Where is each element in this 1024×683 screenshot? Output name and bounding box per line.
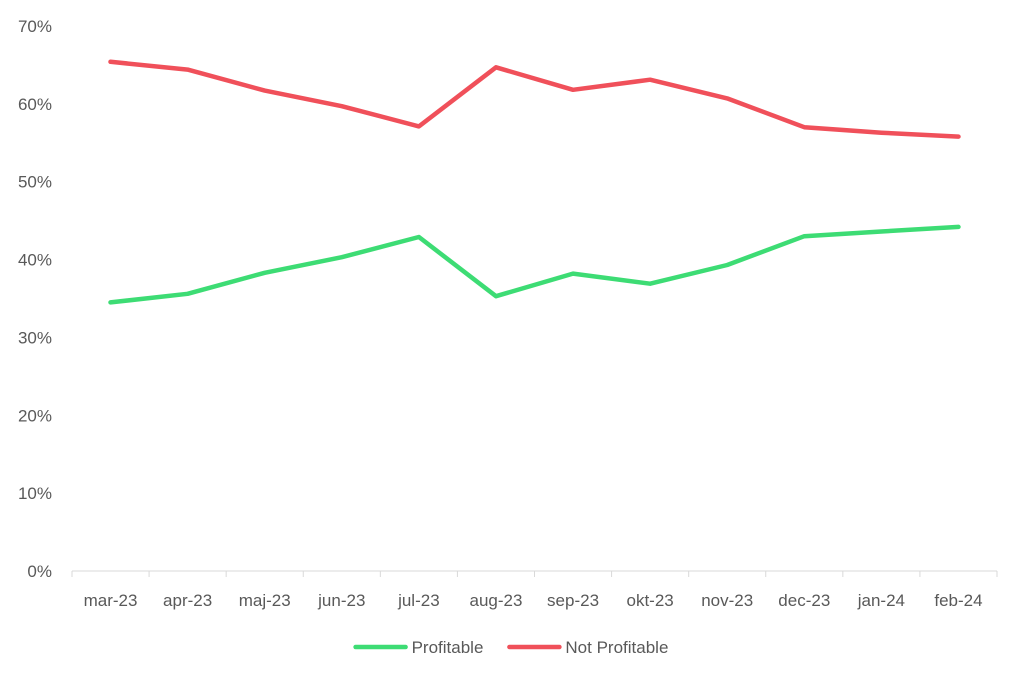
- x-tick-label: sep-23: [547, 591, 599, 610]
- x-tick-label: aug-23: [469, 591, 522, 610]
- series-line-not-profitable: [108, 59, 961, 139]
- x-tick-label: nov-23: [701, 591, 753, 610]
- x-tick-label: feb-24: [934, 591, 982, 610]
- series-line-profitable: [108, 224, 961, 305]
- y-tick-label: 0%: [27, 562, 52, 581]
- x-tick-label: okt-23: [627, 591, 674, 610]
- legend-label: Not Profitable: [565, 638, 668, 657]
- y-tick-label: 40%: [18, 251, 52, 270]
- x-tick-label: jun-23: [317, 591, 365, 610]
- x-tick-label: mar-23: [84, 591, 138, 610]
- x-tick-label: maj-23: [239, 591, 291, 610]
- x-tick-label: jan-24: [857, 591, 905, 610]
- legend-label: Profitable: [412, 638, 484, 657]
- y-axis-tick-labels: 0% 10% 20% 30% 40% 50% 60% 70%: [18, 17, 52, 581]
- y-tick-label: 30%: [18, 328, 52, 347]
- legend: Profitable Not Profitable: [353, 638, 668, 657]
- x-tick-label: jul-23: [397, 591, 440, 610]
- x-tick-label: dec-23: [778, 591, 830, 610]
- series-lines: [108, 59, 961, 305]
- x-axis: [71, 570, 998, 577]
- x-tick-label: apr-23: [163, 591, 212, 610]
- y-tick-label: 20%: [18, 406, 52, 425]
- y-tick-label: 60%: [18, 95, 52, 114]
- y-tick-label: 70%: [18, 17, 52, 36]
- x-axis-tick-labels: mar-23 apr-23 maj-23 jun-23 jul-23 aug-23 sep-…: [84, 591, 983, 610]
- y-tick-label: 50%: [18, 173, 52, 192]
- y-tick-label: 10%: [18, 484, 52, 503]
